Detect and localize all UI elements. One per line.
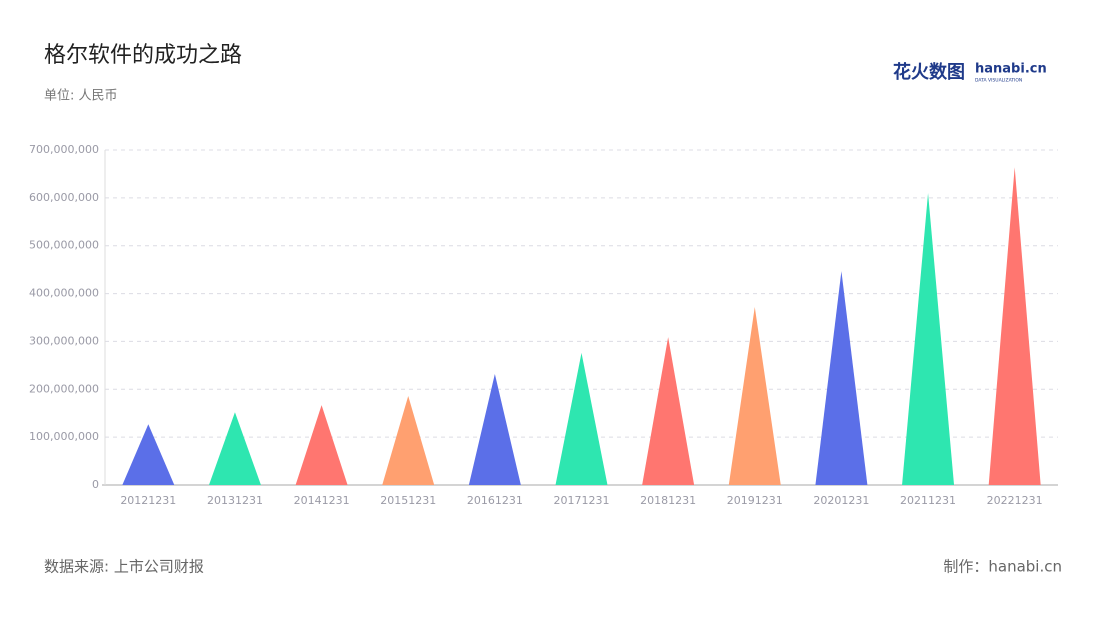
x-tick-label: 20131231 [207,494,263,507]
y-tick-label: 600,000,000 [29,191,99,204]
y-tick-label: 400,000,000 [29,287,99,300]
y-tick-label: 0 [92,478,99,491]
chart-title: 格尔软件的成功之路 [44,43,242,68]
x-tick-label: 20151231 [380,494,436,507]
y-tick-label: 300,000,000 [29,334,99,347]
x-tick-label: 20181231 [640,494,696,507]
bar [382,395,435,485]
x-tick-label: 20221231 [987,494,1043,507]
x-tick-label: 20171231 [554,494,610,507]
logo-tagline: DATA VISUALIZATION [975,78,1022,84]
bar [815,271,868,485]
y-tick-label: 100,000,000 [29,430,99,443]
x-tick-label: 20141231 [294,494,350,507]
x-tick-label: 20161231 [467,494,523,507]
source: 数据来源: 上市公司财报 [44,558,204,576]
y-tick-label: 200,000,000 [29,382,99,395]
credit: 制作：hanabi.cn [943,558,1062,576]
bar [468,373,521,485]
bar [208,412,261,485]
bar [555,352,608,485]
logo-brand: 花火数图 [893,61,965,83]
bar [728,306,781,485]
bar [642,337,695,485]
x-tick-label: 20191231 [727,494,783,507]
bar [122,424,175,485]
bar [295,405,348,485]
x-tick-label: 20201231 [813,494,869,507]
chart-subtitle: 单位: 人民币 [44,89,118,104]
y-tick-label: 500,000,000 [29,239,99,252]
x-tick-label: 20211231 [900,494,956,507]
x-tick-label: 20121231 [120,494,176,507]
logo-site: hanabi.cn [975,62,1047,77]
bar [988,167,1041,485]
y-tick-label: 700,000,000 [29,143,99,156]
bar [902,193,955,486]
